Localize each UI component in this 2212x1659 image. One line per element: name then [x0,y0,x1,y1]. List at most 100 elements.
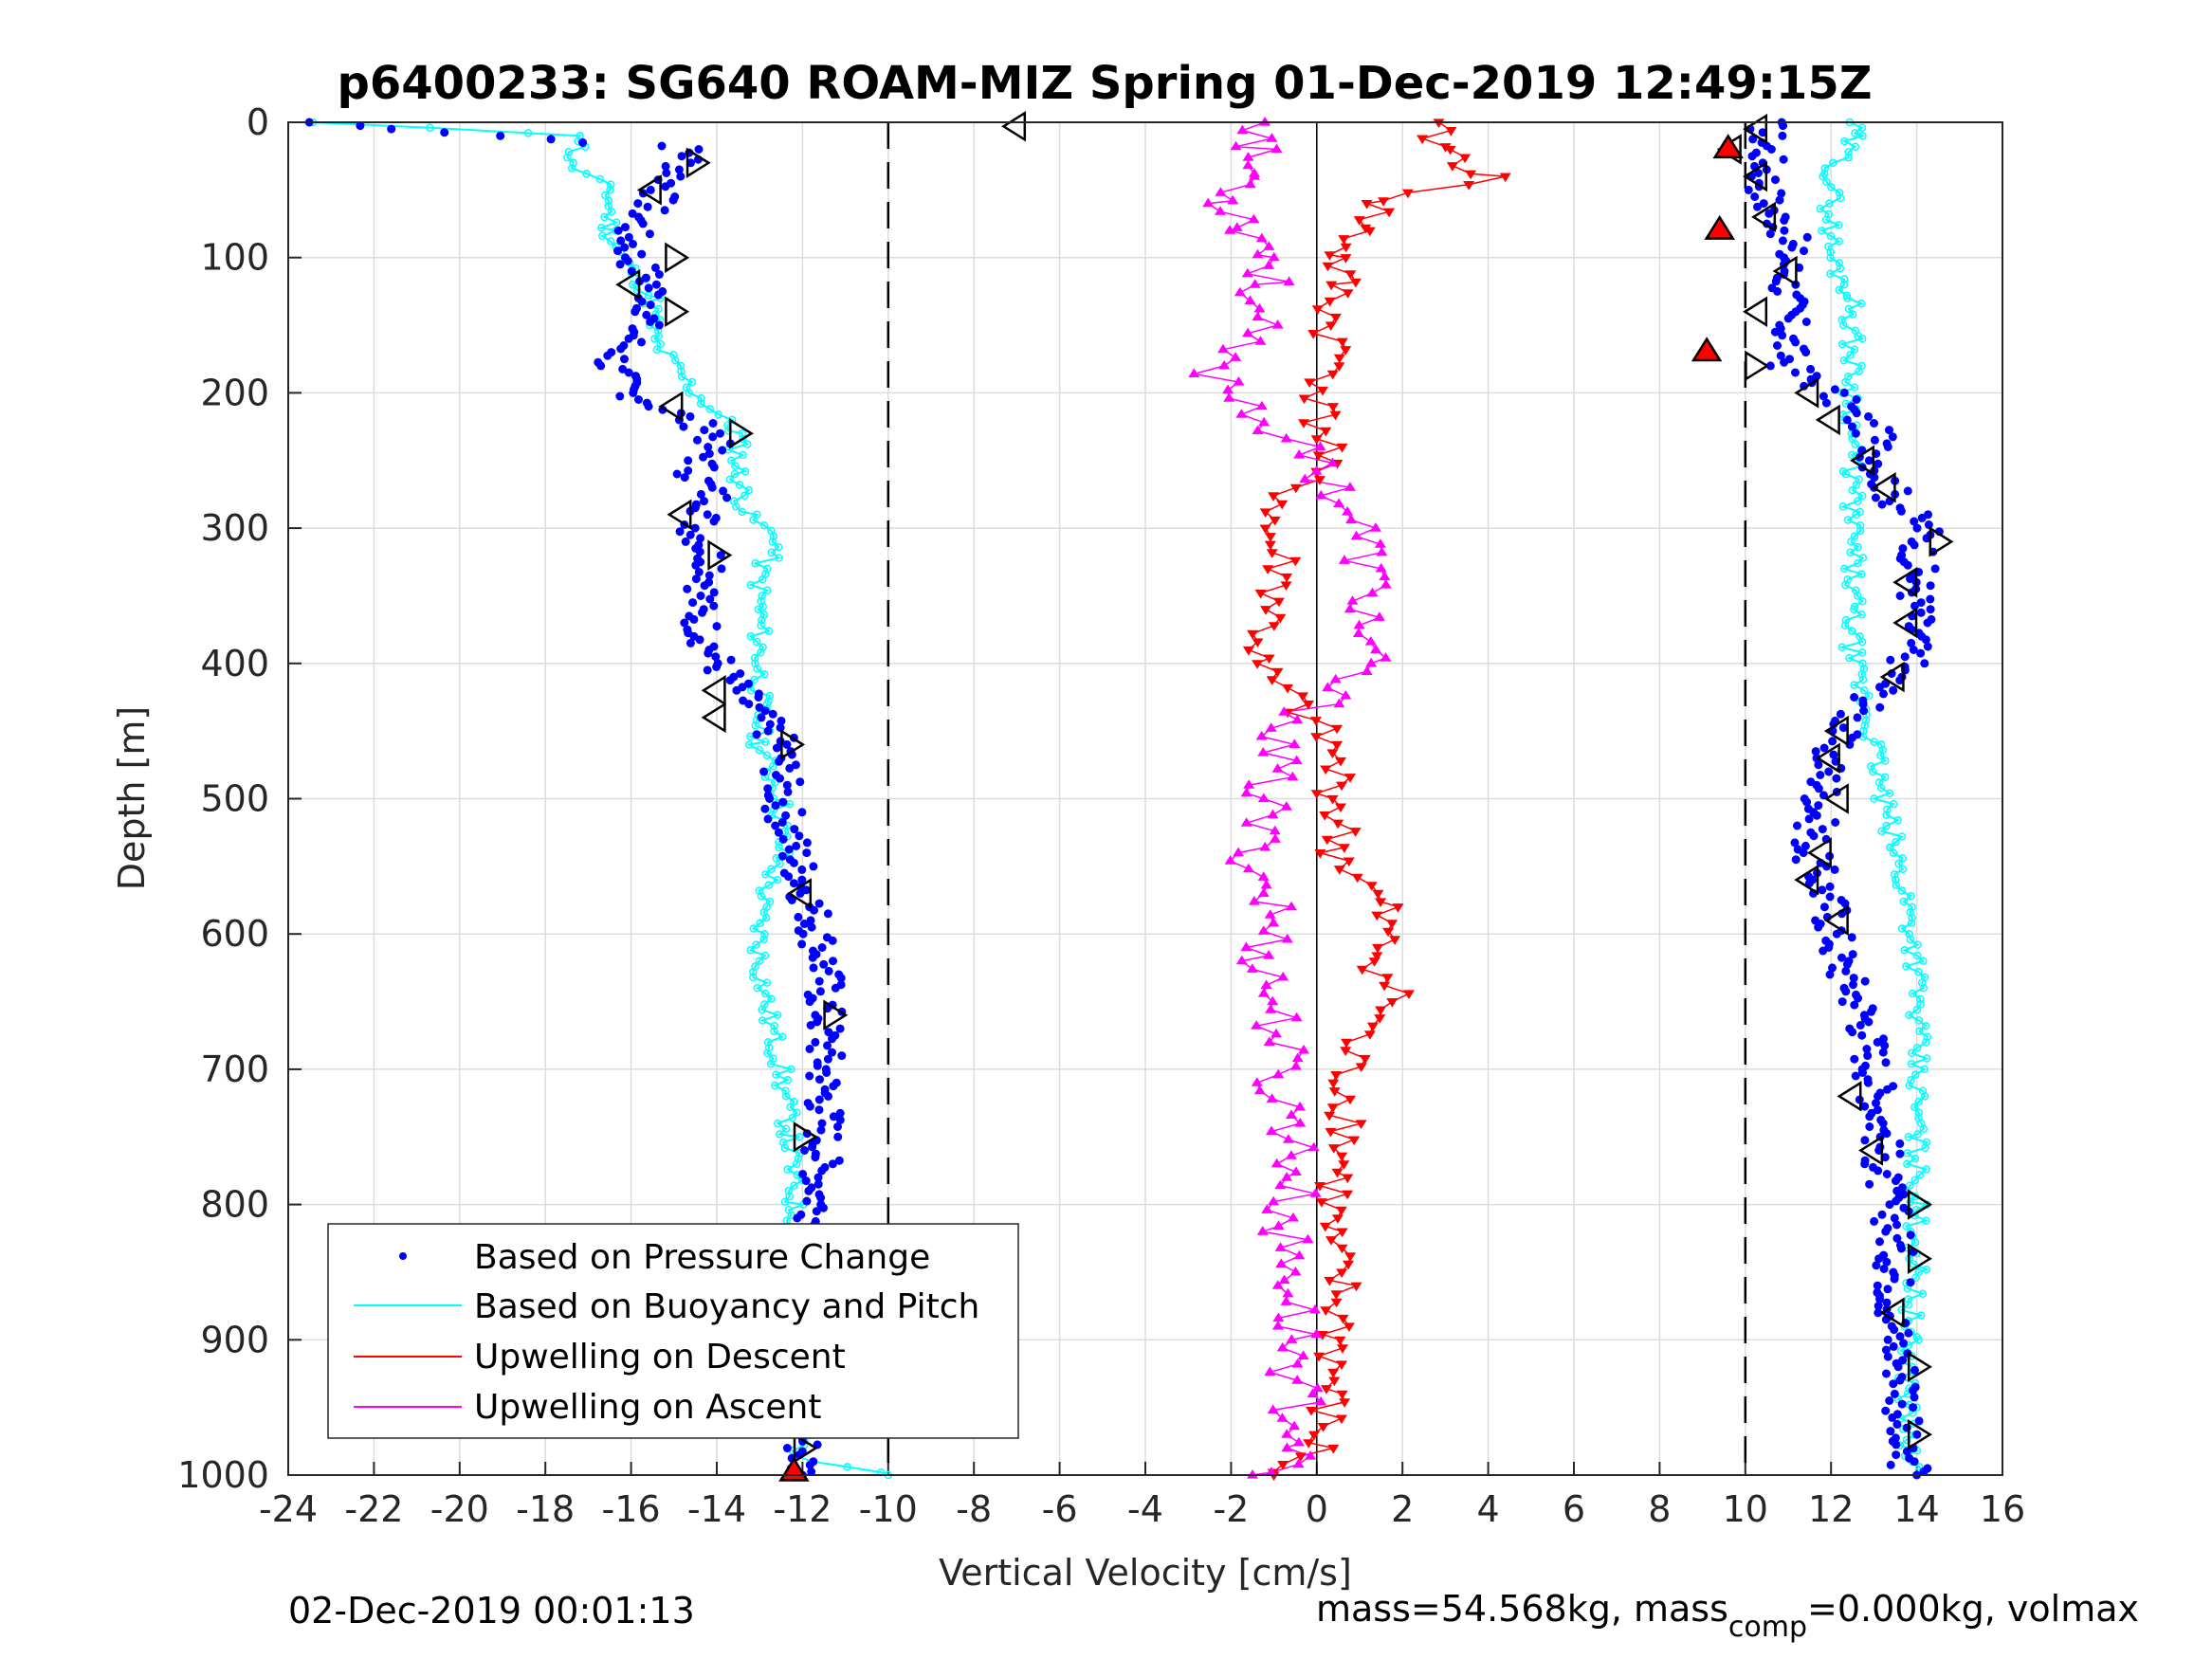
pressure-ascent-point [1865,1179,1874,1189]
pressure-ascent-point [1912,1430,1922,1439]
pressure-descent-point [797,875,807,884]
pressure-descent-point [835,1115,845,1124]
upwelling-ascent-marker [1290,1012,1303,1022]
upwelling-descent-marker [1331,1214,1344,1224]
buoyancy-ascent-point [1835,259,1844,267]
upwelling-ascent-marker [1261,1204,1273,1213]
upwelling-ascent-line [1194,121,1387,1476]
upwelling-descent-marker [1313,1352,1325,1362]
upwelling-descent-marker [1310,435,1323,445]
pressure-ascent-point [1818,885,1827,895]
upwelling-descent-marker [1459,154,1472,164]
upwelling-ascent-marker [1311,1382,1324,1393]
buoyancy-ascent-point [1905,929,1913,939]
upwelling-descent-marker [1336,1152,1348,1162]
pressure-descent-point [613,246,622,256]
upwelling-ascent-marker [1266,1125,1277,1136]
ascent-turn-marker [1892,566,1918,598]
buoyancy-ascent-point [1821,215,1831,224]
upwelling-descent-marker [1336,1244,1348,1254]
upwelling-ascent-marker [1249,171,1261,180]
pressure-ascent-point [1862,1045,1872,1053]
upwelling-ascent-marker [1350,530,1362,540]
upwelling-descent-marker [1341,1038,1353,1048]
upwelling-descent-marker [1386,998,1398,1008]
pressure-descent-point [646,318,655,326]
buoyancy-descent-point [775,843,783,852]
pressure-ascent-point [1910,540,1919,550]
upwelling-descent-marker [1371,911,1383,921]
pressure-descent-point [726,655,736,665]
pressure-ascent-point [1856,1021,1865,1030]
pressure-ascent-point [1818,825,1827,834]
upwelling-ascent-marker [1223,392,1235,402]
pressure-descent-point [624,334,633,343]
upwelling-ascent-marker [1230,352,1242,361]
x-tick-label: 10 [1723,1488,1768,1530]
pressure-descent-point [815,1075,824,1085]
pressure-ascent-point [1814,784,1823,793]
upwelling-descent-marker [1372,889,1384,900]
buoyancy-ascent-point [1860,721,1870,730]
upwelling-ascent-marker [1241,267,1253,278]
pressure-descent-point [698,608,706,617]
upwelling-descent-marker [1320,1306,1332,1316]
upwelling-ascent-marker [1244,295,1256,304]
pressure-ascent-point [1863,1051,1873,1061]
buoyancy-descent-point [752,940,760,949]
upwelling-ascent-marker [1217,343,1229,354]
pressure-descent-point [695,547,704,556]
upwelling-ascent-marker [1224,225,1235,234]
buoyancy-descent-point [595,174,604,184]
descent-turn-marker [658,391,684,422]
ascent-turn-marker [1892,607,1918,639]
pressure-ascent-point [1881,1406,1891,1415]
buoyancy-ascent-point [1922,1138,1931,1147]
upwelling-ascent-marker [1243,779,1255,789]
pressure-descent-point [835,1108,845,1118]
pressure-ascent-point [1816,771,1825,779]
buoyancy-ascent-point [1914,967,1923,976]
buoyancy-descent-point [564,148,574,156]
buoyancy-ascent-point [1837,339,1847,349]
upwelling-descent-marker [1336,1268,1348,1278]
pressure-descent-point [760,706,770,716]
buoyancy-ascent-point [1857,669,1867,679]
buoyancy-ascent-point [1818,226,1826,235]
buoyancy-descent-point [758,1005,766,1014]
buoyancy-descent-point [727,415,737,425]
upwelling-ascent-marker [1277,971,1289,981]
upwelling-ascent-marker [1236,124,1249,135]
pressure-descent-point [616,344,626,354]
upwelling-descent-marker [1268,492,1280,501]
pressure-descent-point [814,1095,824,1104]
buoyancy-ascent-point [1904,1295,1912,1304]
upwelling-ascent-marker [1294,1118,1307,1127]
descent-turn-marker [780,729,806,760]
upwelling-descent-marker [1324,251,1336,261]
buoyancy-descent-point [697,393,705,403]
pressure-descent-point [829,1112,838,1121]
pressure-descent-point [765,794,775,803]
buoyancy-ascent-point [1851,129,1859,137]
pressure-descent-point [681,537,690,546]
upwelling-descent-marker [1327,1144,1340,1154]
pressure-descent-point [693,435,702,445]
pressure-ascent-point [1747,152,1757,161]
pressure-ascent-point [1921,635,1930,645]
pressure-descent-point [676,172,686,181]
upwelling-descent-marker [1304,378,1316,388]
buoyancy-descent-point [765,691,775,701]
buoyancy-ascent-point [1889,848,1898,857]
pressure-descent-point [814,1173,823,1182]
upwelling-ascent-marker [1380,652,1392,662]
buoyancy-ascent-point [1921,1021,1930,1030]
pressure-ascent-point [1874,1166,1883,1176]
pressure-ascent-point [1848,1028,1857,1037]
upwelling-ascent-marker [1264,1366,1276,1376]
upwelling-descent-marker [1289,556,1302,567]
pressure-descent-point [631,307,640,317]
buoyancy-ascent-point [1870,738,1878,746]
buoyancy-descent-point [786,1103,795,1112]
buoyancy-descent-point [769,532,778,540]
